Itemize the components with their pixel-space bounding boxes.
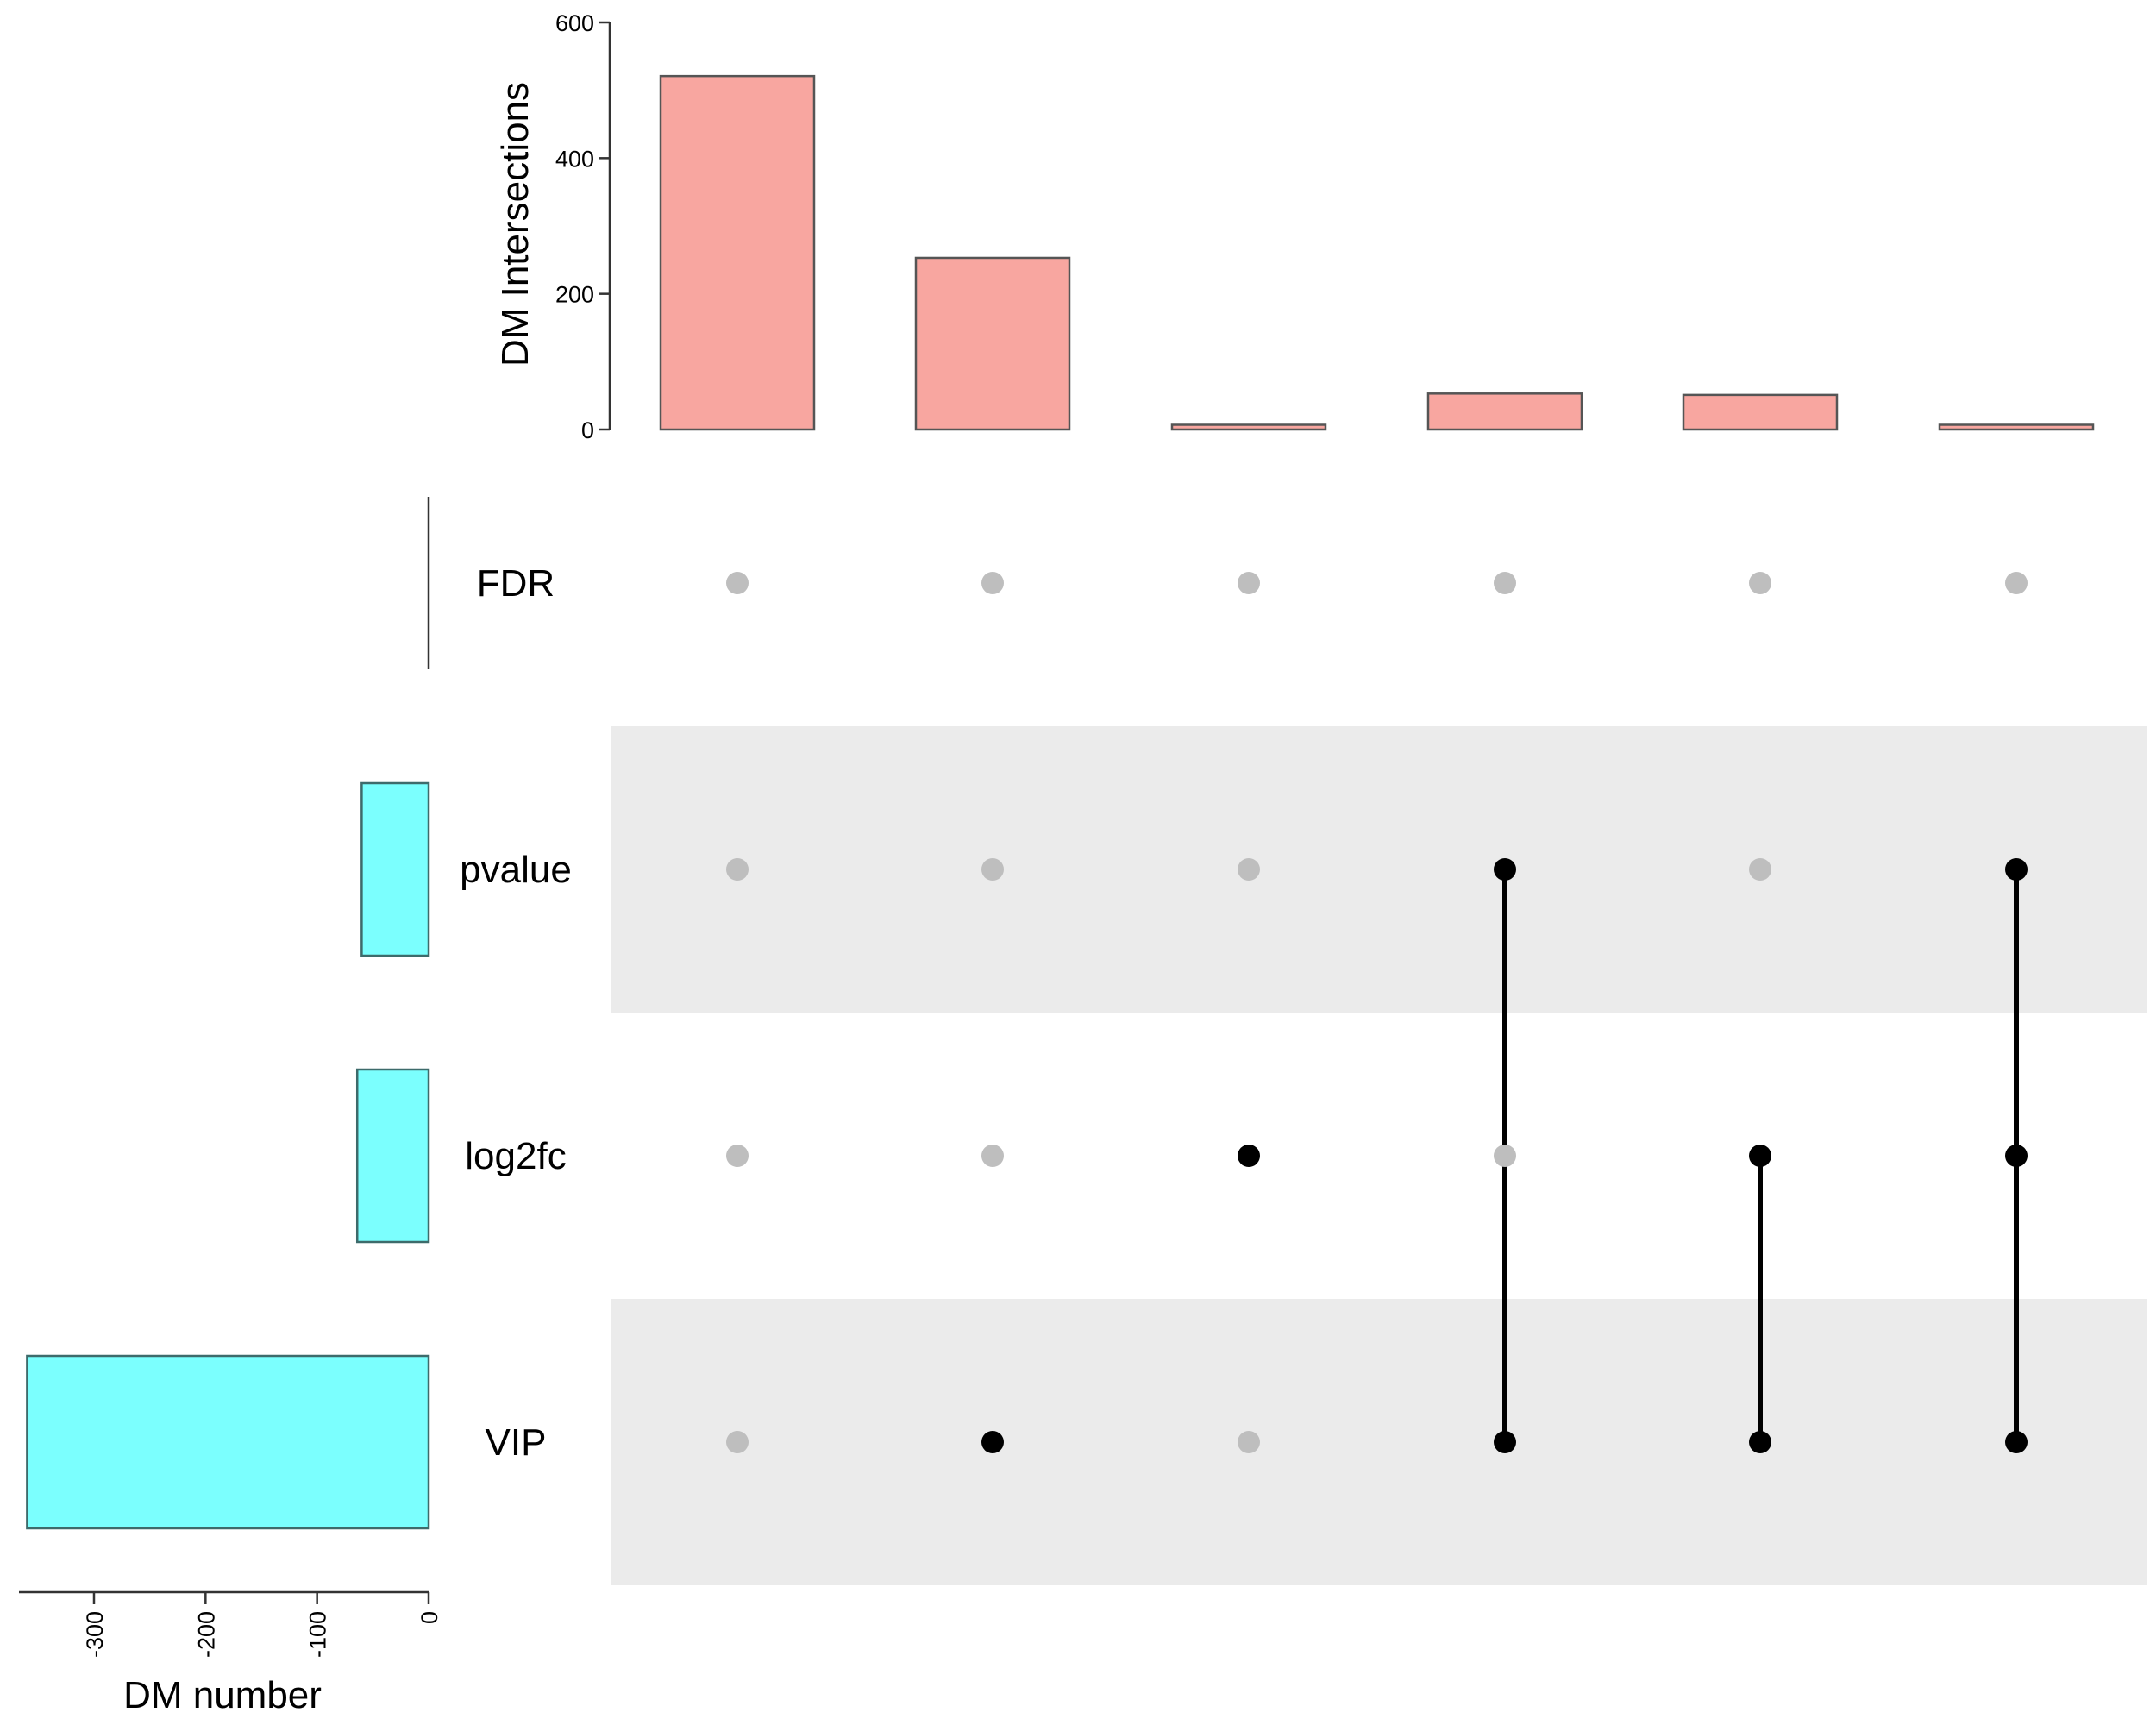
matrix-dot-log2fc-3 [1238, 1145, 1260, 1167]
set-label-VIP: VIP [486, 1421, 547, 1464]
matrix-stripe-pvalue [611, 726, 2147, 1013]
matrix-dot-pvalue-2 [981, 858, 1004, 881]
matrix-dot-VIP-5 [1749, 1431, 1771, 1453]
intersection-bar-4 [1426, 392, 1583, 431]
matrix-dot-pvalue-4 [1494, 858, 1516, 881]
set-size-tick-label: 0 [417, 1611, 442, 1624]
matrix-dot-pvalue-1 [726, 858, 749, 881]
set-size-tick-label: -300 [82, 1611, 108, 1658]
set-size-tick-label: -200 [193, 1611, 219, 1658]
matrix-dot-VIP-3 [1238, 1431, 1260, 1453]
set-size-bar-log2fc [355, 1068, 430, 1244]
intersection-bar-6 [1938, 423, 2095, 431]
matrix-stripe-VIP [611, 1299, 2147, 1585]
intersection-bar-1 [659, 74, 816, 431]
intersection-axis: 0 200 400 600 [555, 10, 611, 443]
matrix-dot-FDR-5 [1749, 572, 1771, 594]
set-labels: FDR pvalue log2fc VIP [460, 562, 572, 1464]
set-size-axis-title: DM number [123, 1674, 322, 1716]
matrix-stripes [611, 726, 2147, 1585]
matrix-dot-pvalue-3 [1238, 858, 1260, 881]
intersection-bars [659, 74, 2095, 431]
set-label-pvalue: pvalue [460, 849, 572, 891]
set-size-bar-VIP [26, 1354, 430, 1530]
set-size-bars [26, 781, 430, 1530]
intersection-tick-label: 600 [555, 10, 594, 36]
set-label-log2fc: log2fc [465, 1135, 566, 1177]
matrix-dot-pvalue-5 [1749, 858, 1771, 881]
set-size-bar-pvalue [360, 781, 430, 957]
matrix-dot-pvalue-6 [2005, 858, 2028, 881]
intersection-tick-label: 200 [555, 282, 594, 308]
set-label-FDR: FDR [477, 562, 555, 605]
intersection-tick-label: 0 [581, 417, 594, 443]
matrix-dot-log2fc-1 [726, 1145, 749, 1167]
matrix-dot-VIP-1 [726, 1431, 749, 1453]
matrix-dots [726, 572, 2028, 1453]
matrix-dot-FDR-2 [981, 572, 1004, 594]
intersection-bar-2 [914, 256, 1071, 431]
matrix-dot-log2fc-5 [1749, 1145, 1771, 1167]
set-size-tick-label: -100 [305, 1611, 331, 1658]
matrix-dot-log2fc-2 [981, 1145, 1004, 1167]
matrix-dot-VIP-6 [2005, 1431, 2028, 1453]
matrix-dot-FDR-4 [1494, 572, 1516, 594]
matrix-dot-log2fc-4 [1494, 1145, 1516, 1167]
matrix-dot-VIP-4 [1494, 1431, 1516, 1453]
intersection-tick-label: 400 [555, 146, 594, 172]
intersection-axis-title: DM Intersections [494, 82, 536, 367]
set-size-axis: -300 -200 -100 0 [19, 497, 442, 1658]
matrix-dot-FDR-6 [2005, 572, 2028, 594]
intersection-bar-5 [1682, 393, 1839, 431]
matrix-dot-FDR-1 [726, 572, 749, 594]
matrix-dot-FDR-3 [1238, 572, 1260, 594]
matrix-dot-VIP-2 [981, 1431, 1004, 1453]
matrix-dot-log2fc-6 [2005, 1145, 2028, 1167]
intersection-bar-3 [1170, 423, 1327, 431]
